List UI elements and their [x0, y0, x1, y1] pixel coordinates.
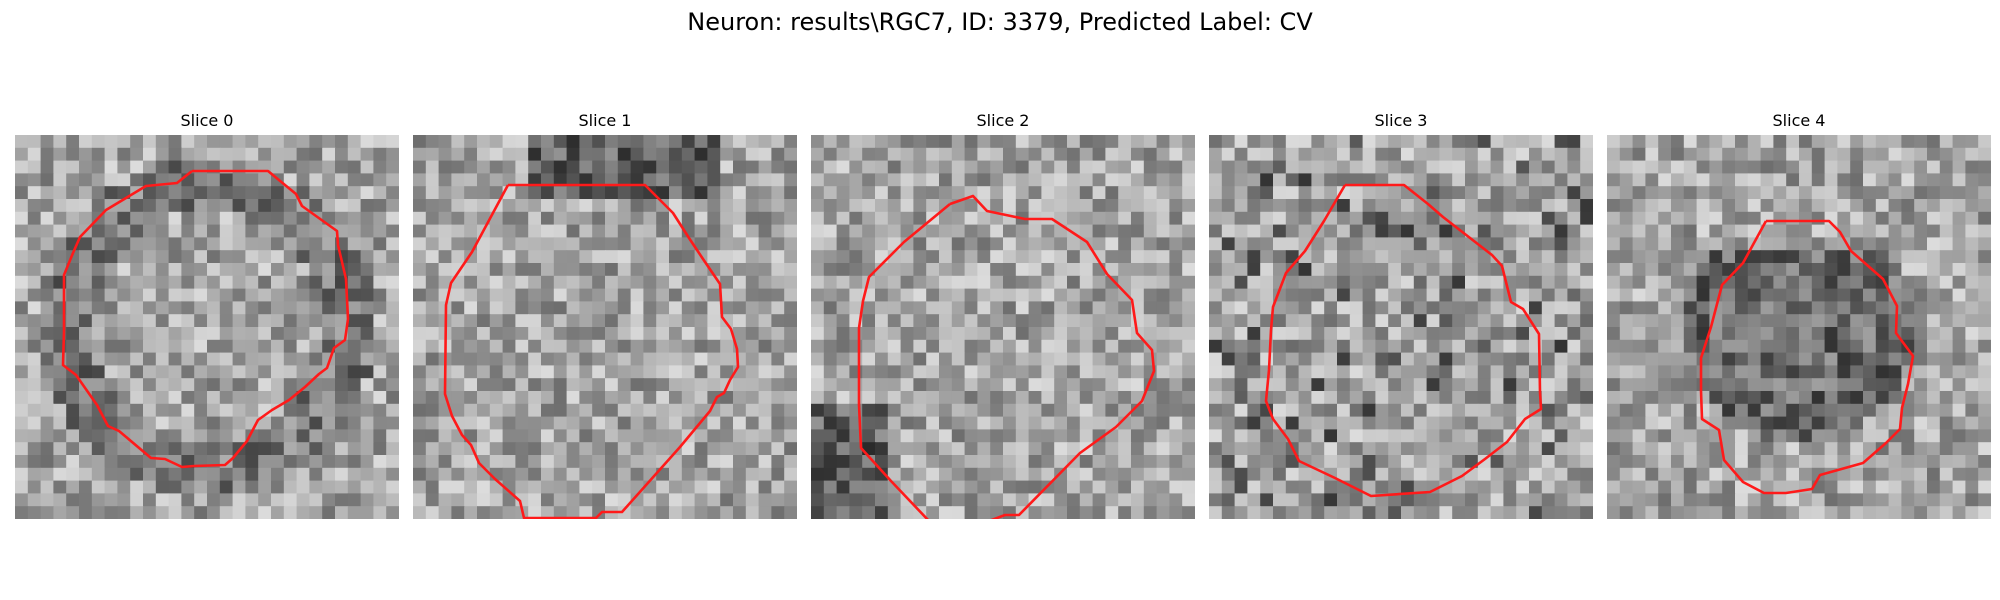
contour-outline — [61, 169, 350, 469]
slice-panel-3: Slice 3 — [1209, 109, 1593, 519]
slice-panel-1: Slice 1 — [413, 109, 797, 519]
slice-panel-4: Slice 4 — [1607, 109, 1991, 519]
slice-image — [811, 135, 1195, 519]
contour-outline — [1699, 219, 1915, 495]
slice-title: Slice 0 — [180, 111, 234, 130]
grayscale-pixel-grid — [413, 135, 797, 519]
slice-image — [1607, 135, 1991, 519]
figure-title: Neuron: results\RGC7, ID: 3379, Predicte… — [687, 8, 1313, 36]
slice-image — [1209, 135, 1593, 519]
grayscale-pixel-grid — [1209, 135, 1593, 519]
slice-title: Slice 2 — [976, 111, 1030, 130]
slice-panel-0: Slice 0 — [15, 109, 399, 519]
slice-title: Slice 3 — [1374, 111, 1428, 130]
slice-image — [15, 135, 399, 519]
slice-panel-2: Slice 2 — [811, 109, 1195, 519]
contour-outline — [857, 194, 1156, 519]
slice-title: Slice 4 — [1772, 111, 1826, 130]
slice-title: Slice 1 — [578, 111, 632, 130]
grayscale-pixel-grid — [1607, 135, 1991, 519]
contour-outline — [443, 183, 740, 519]
contour-outline — [1264, 183, 1543, 498]
slice-image — [413, 135, 797, 519]
grayscale-pixel-grid — [15, 135, 399, 519]
